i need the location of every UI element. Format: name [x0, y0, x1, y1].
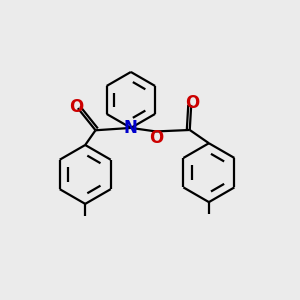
- Text: O: O: [69, 98, 83, 116]
- Text: O: O: [186, 94, 200, 112]
- Text: O: O: [149, 129, 164, 147]
- Text: N: N: [124, 119, 138, 137]
